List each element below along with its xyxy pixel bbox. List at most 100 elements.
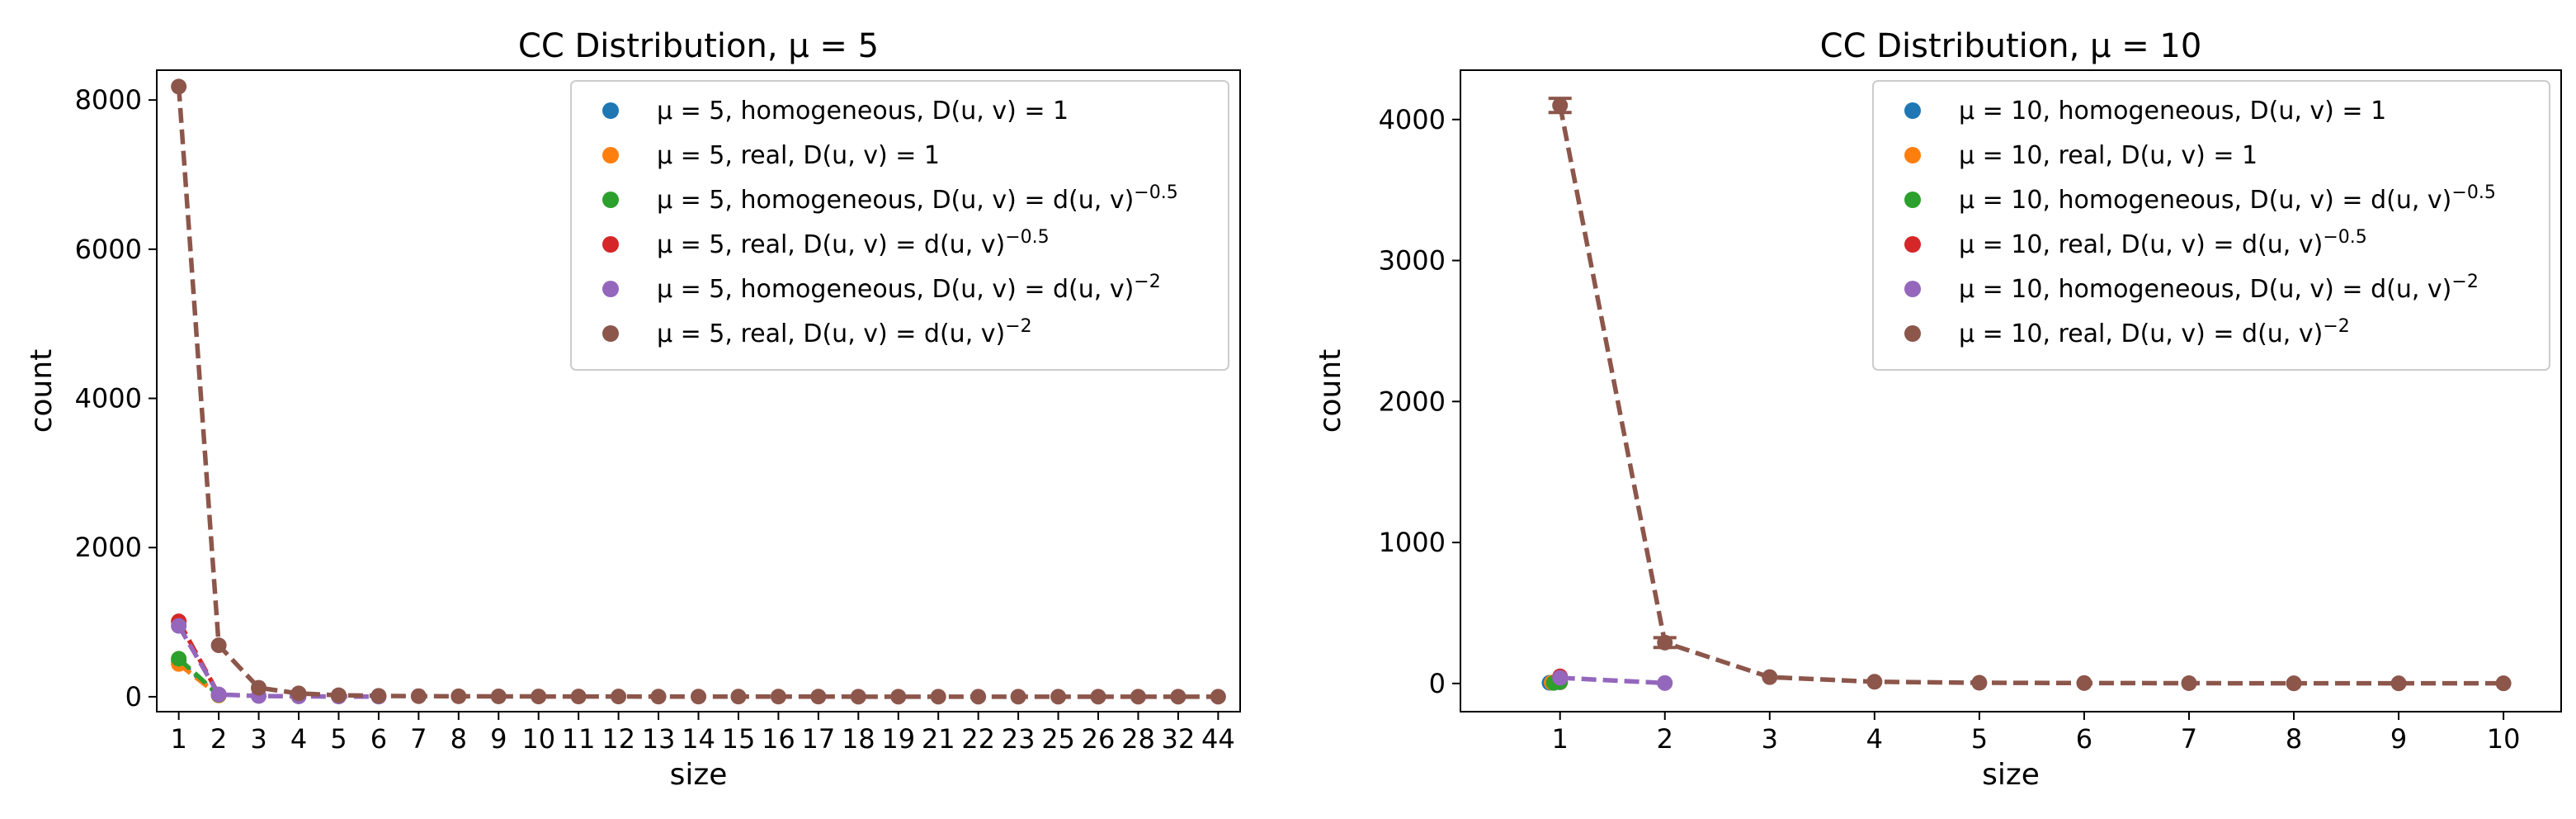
data-point-brown <box>490 688 507 704</box>
data-point-brown <box>1657 634 1673 651</box>
y-tick-label: 8000 <box>75 84 142 116</box>
plot-frame <box>1460 69 2562 712</box>
legend-entry: μ = 5, real, D(u, v) = 1 <box>657 141 940 170</box>
data-point-brown <box>370 688 387 704</box>
data-point-brown <box>1866 674 1883 690</box>
data-point-purple <box>1657 675 1673 691</box>
series-line-purple <box>177 624 379 699</box>
legend-entry: μ = 10, homogeneous, D(u, v) = d(u, v)−2 <box>1959 272 2479 304</box>
data-point-brown <box>451 688 467 704</box>
data-point-brown <box>570 689 587 705</box>
legend-marker-orange <box>602 147 619 163</box>
data-point-brown <box>1130 689 1146 705</box>
x-tick-label: 4 <box>290 723 307 755</box>
legend-entry: μ = 10, homogeneous, D(u, v) = 1 <box>1959 97 2386 125</box>
x-tick-label: 16 <box>762 723 795 755</box>
x-tick-label: 22 <box>961 723 995 755</box>
x-tick-label: 9 <box>490 723 507 755</box>
legend-marker-purple <box>1904 281 1921 297</box>
x-axis-label: size <box>670 758 728 792</box>
y-tick-label: 4000 <box>1379 104 1446 135</box>
legend-entry: μ = 5, real, D(u, v) = d(u, v)−0.5 <box>657 227 1050 259</box>
data-point-brown <box>210 637 227 654</box>
data-point-purple <box>210 686 227 703</box>
legend-entry: μ = 10, homogeneous, D(u, v) = d(u, v)−0… <box>1959 182 2496 215</box>
series-line-green <box>177 656 220 697</box>
legend-marker-blue <box>602 102 619 119</box>
legend-box <box>1872 80 2550 371</box>
legend-marker-orange <box>1904 147 1921 163</box>
x-tick-label: 4 <box>1866 723 1883 755</box>
legend-entry: μ = 10, real, D(u, v) = d(u, v)−2 <box>1959 316 2350 348</box>
data-point-brown <box>650 689 667 705</box>
x-tick-label: 7 <box>2181 723 2197 755</box>
data-point-brown <box>730 689 747 705</box>
x-tick-label: 7 <box>410 723 427 755</box>
data-point-brown <box>2390 675 2407 692</box>
x-tick-label: 17 <box>801 723 835 755</box>
data-point-brown <box>890 689 907 705</box>
data-point-purple <box>1552 670 1569 686</box>
y-tick-label: 2000 <box>1379 386 1446 417</box>
x-tick-label: 13 <box>642 723 676 755</box>
data-point-brown <box>1010 689 1026 705</box>
x-tick-label: 11 <box>562 723 596 755</box>
x-tick-label: 2 <box>1657 723 1673 755</box>
legend-marker-red <box>602 236 619 253</box>
data-point-brown <box>1971 675 1988 691</box>
legend-entry: μ = 5, homogeneous, D(u, v) = d(u, v)−2 <box>657 272 1161 304</box>
x-tick-label: 19 <box>881 723 915 755</box>
data-point-brown <box>2286 675 2302 692</box>
data-point-brown <box>770 689 786 705</box>
data-point-brown <box>691 689 706 705</box>
data-point-brown <box>1170 689 1187 705</box>
data-point-brown <box>2495 675 2512 692</box>
x-tick-label: 1 <box>1552 723 1569 755</box>
legend-marker-green <box>1904 192 1921 208</box>
data-point-green <box>171 651 187 667</box>
x-tick-label: 1 <box>170 723 186 755</box>
data-point-brown <box>2181 675 2197 692</box>
series-line-purple <box>1559 675 1665 686</box>
data-point-brown <box>1552 97 1569 114</box>
x-tick-label: 3 <box>250 723 267 755</box>
legend-marker-blue <box>1904 102 1921 119</box>
data-point-brown <box>810 689 827 705</box>
x-tick-label: 21 <box>922 723 955 755</box>
x-tick-label: 6 <box>370 723 387 755</box>
plot-frame <box>156 69 1241 712</box>
x-tick-label: 23 <box>1002 723 1036 755</box>
y-tick-label: 6000 <box>75 234 142 265</box>
x-tick-label: 8 <box>451 723 467 755</box>
legend-entry: μ = 5, real, D(u, v) = d(u, v)−2 <box>657 316 1032 348</box>
data-point-brown <box>850 689 866 705</box>
x-tick-label: 5 <box>1971 723 1988 755</box>
data-point-brown <box>410 688 427 704</box>
x-tick-label: 32 <box>1162 723 1196 755</box>
x-tick-label: 18 <box>842 723 875 755</box>
data-point-brown <box>1090 689 1106 705</box>
x-axis-label: size <box>1982 758 2040 792</box>
data-point-brown <box>2076 675 2092 691</box>
y-tick-label: 4000 <box>75 383 142 414</box>
data-point-brown <box>531 689 547 705</box>
legend-entry: μ = 10, real, D(u, v) = d(u, v)−0.5 <box>1959 227 2367 259</box>
x-tick-label: 10 <box>2487 723 2521 755</box>
data-point-purple <box>171 618 187 634</box>
x-tick-label: 28 <box>1121 723 1155 755</box>
legend-entry: μ = 10, real, D(u, v) = 1 <box>1959 141 2258 170</box>
x-tick-label: 10 <box>521 723 555 755</box>
x-tick-label: 44 <box>1201 723 1235 755</box>
chart-panel-1: CC Distribution, μ = 5 0 2000 4000 6000 8000 1… <box>25 27 1241 792</box>
legend-marker-purple <box>602 281 619 297</box>
chart-title: CC Distribution, μ = 5 <box>518 27 879 65</box>
y-tick-label: 1000 <box>1379 527 1446 558</box>
x-tick-label: 26 <box>1082 723 1116 755</box>
data-point-brown <box>930 689 946 705</box>
x-tick-label: 12 <box>602 723 635 755</box>
legend-entry: μ = 5, homogeneous, D(u, v) = d(u, v)−0.… <box>657 182 1178 215</box>
chart-panel-2: CC Distribution, μ = 10 0 1000 2000 3000 4000… <box>1314 27 2562 792</box>
legend: μ = 10, homogeneous, D(u, v) = 1 μ = 10, … <box>1872 80 2550 371</box>
x-tick-label: 3 <box>1762 723 1778 755</box>
data-point-brown <box>1762 669 1778 685</box>
